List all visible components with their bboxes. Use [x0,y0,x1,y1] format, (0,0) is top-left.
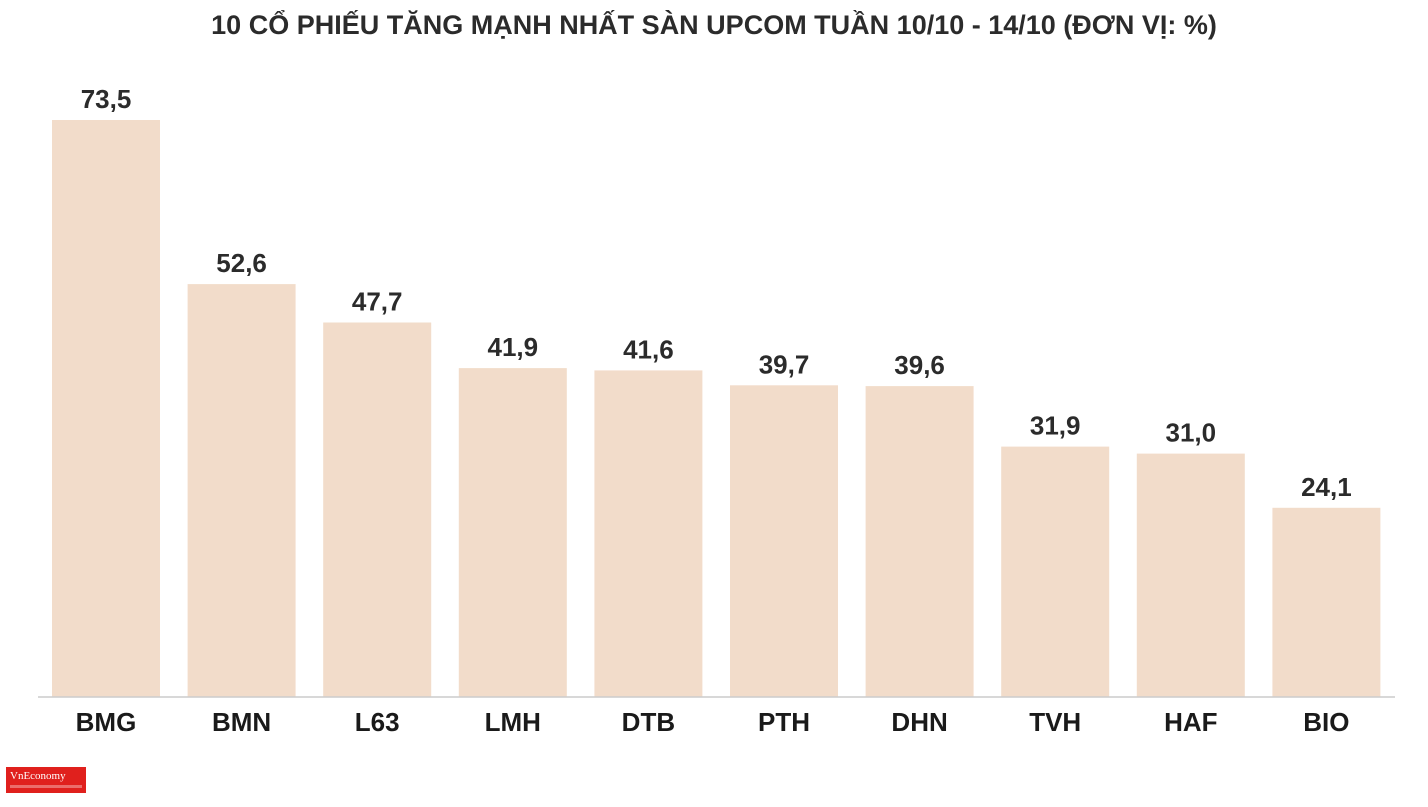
tick-label-bmg: BMG [76,707,137,737]
tick-label-tvh: TVH [1029,707,1081,737]
tick-label-l63: L63 [355,707,400,737]
value-label-dhn: 39,6 [894,350,945,380]
value-labels-layer: 73,5 52,6 47,7 41,9 41,6 39,7 39,6 31,9 31,0 24,1 [81,84,1352,502]
value-label-bmn: 52,6 [216,248,267,278]
bar-pth [730,385,838,697]
value-label-tvh: 31,9 [1030,411,1081,441]
bar-bmn [187,284,296,697]
bar-dhn [865,386,974,697]
tick-label-dtb: DTB [622,707,675,737]
bar-lmh [458,368,567,697]
value-label-pth: 39,7 [759,349,810,379]
value-label-bio: 24,1 [1301,472,1352,502]
bars-layer [52,120,1381,697]
bar-bmg [52,120,160,697]
vneconomy-logo: VnEconomy [6,767,86,793]
tick-labels-layer: BMG BMN L63 LMH DTB PTH DHN TVH HAF BIO [76,707,1350,737]
tick-label-pth: PTH [758,707,810,737]
value-label-l63: 47,7 [352,287,403,317]
bar-haf [1136,453,1245,697]
value-label-bmg: 73,5 [81,84,132,114]
logo-tagline-bar [10,785,82,788]
bar-bio [1272,507,1381,697]
tick-label-dhn: DHN [891,707,947,737]
tick-label-haf: HAF [1164,707,1217,737]
chart-title: 10 CỔ PHIẾU TĂNG MẠNH NHẤT SÀN UPCOM TUẦ… [211,10,1217,40]
bar-tvh [1001,446,1110,697]
logo-text: VnEconomy [10,770,66,782]
tick-label-bio: BIO [1303,707,1349,737]
bar-l63 [323,322,432,697]
tick-label-lmh: LMH [485,707,541,737]
tick-label-bmn: BMN [212,707,271,737]
value-label-lmh: 41,9 [487,332,538,362]
value-label-haf: 31,0 [1165,418,1216,448]
bar-dtb [594,370,703,697]
value-label-dtb: 41,6 [623,334,674,364]
